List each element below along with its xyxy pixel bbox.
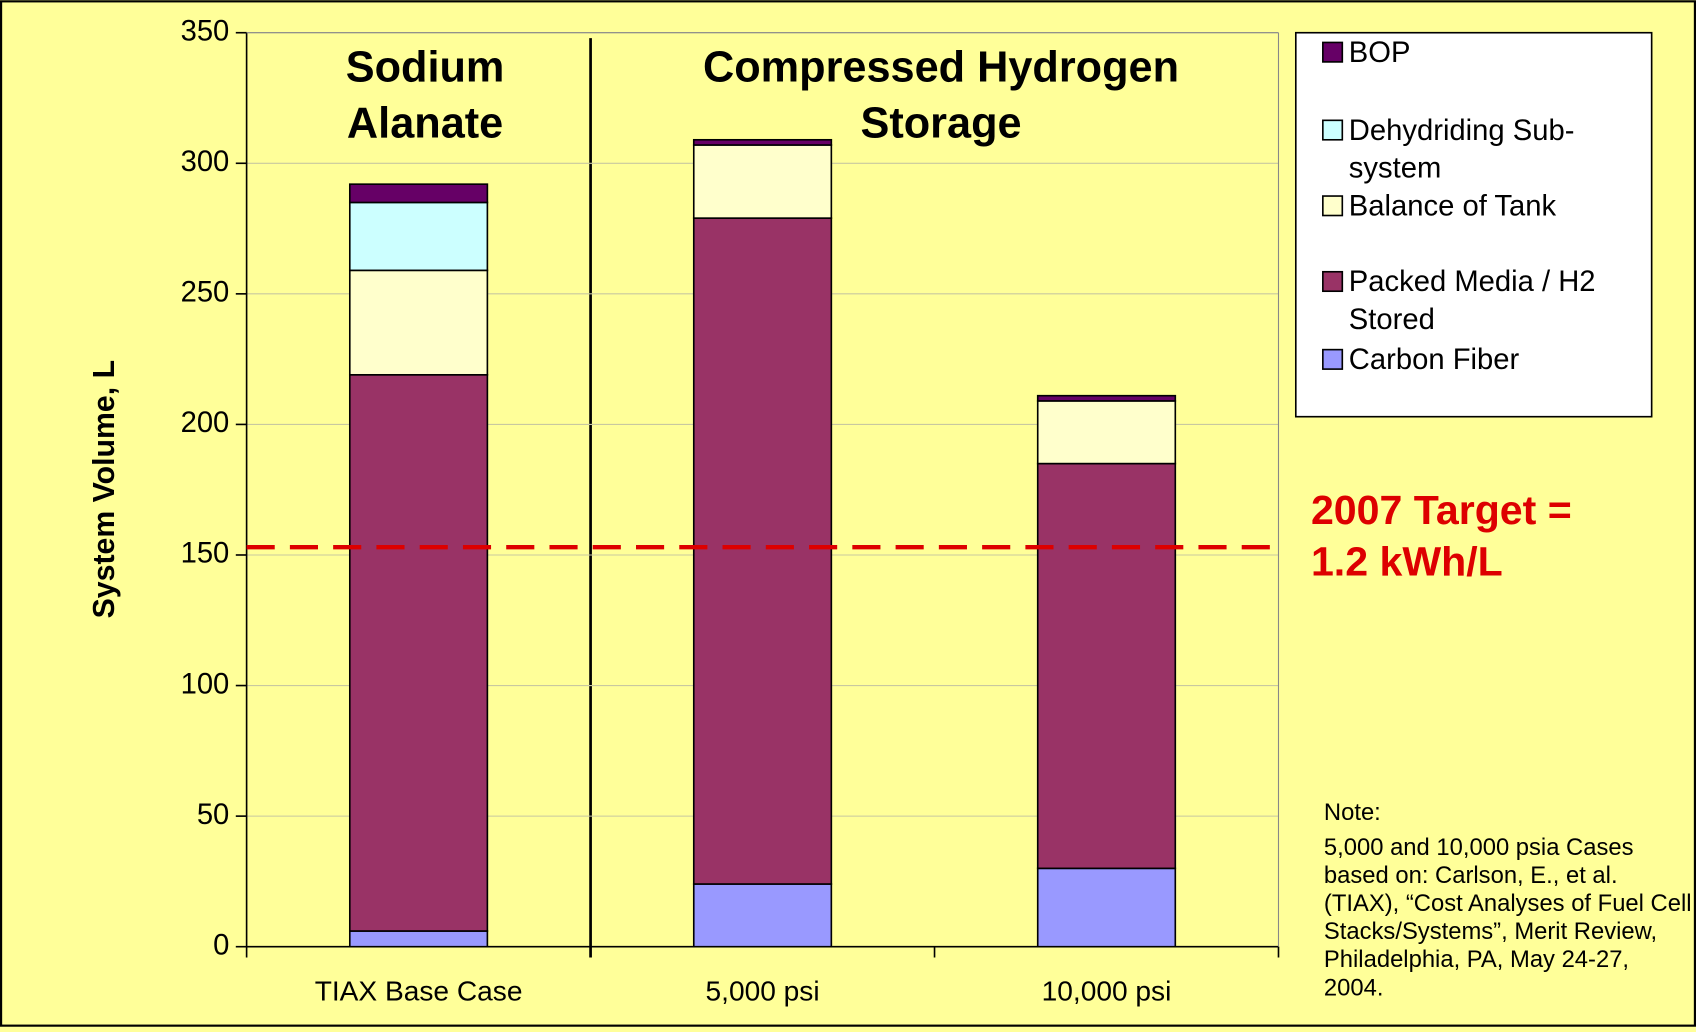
legend-label: Dehydriding Sub-system	[1348, 113, 1575, 185]
x-tick-label: 10,000 psi	[1042, 976, 1172, 1007]
y-axis-label: System Volume, L	[88, 360, 121, 618]
y-tick-label: 50	[197, 799, 229, 831]
bar-segment	[692, 217, 833, 885]
legend-label-box: BOP	[1348, 35, 1411, 69]
bar-segment	[692, 138, 833, 146]
legend-label-box: Carbon Fiber	[1348, 343, 1520, 376]
group-label-box: Sodium Alanate	[345, 43, 505, 148]
bar-segment	[348, 269, 489, 376]
bar-segment	[692, 883, 833, 948]
legend-label: Carbon Fiber	[1348, 343, 1520, 376]
group-label: Sodium Alanate	[345, 43, 505, 148]
x-tick-label: 5,000 psi	[706, 976, 820, 1007]
legend-swatch	[1322, 348, 1344, 370]
bar-segment	[1036, 867, 1177, 948]
note-text-box: 5,000 and 10,000 psia Cases based on: Ca…	[1323, 833, 1692, 1001]
y-tick-label: 0	[213, 929, 229, 961]
legend-swatch	[1322, 41, 1344, 63]
x-tick-label: TIAX Base Case	[315, 976, 523, 1007]
y-tick-label: 200	[181, 407, 230, 439]
bar-segment	[348, 201, 489, 272]
y-tick-label: 300	[181, 146, 230, 178]
bar-segment	[348, 930, 489, 948]
y-tick-label: 350	[181, 15, 230, 47]
legend-label: Balance of Tank	[1348, 189, 1557, 222]
legend-swatch	[1322, 195, 1344, 217]
y-tick-label: 150	[181, 538, 230, 570]
legend-label: BOP	[1348, 35, 1411, 69]
target-label-box: 2007 Target = 1.2 kWh/L	[1310, 488, 1572, 586]
legend-swatch	[1322, 270, 1344, 293]
bar-segment	[348, 373, 489, 932]
bar-segment	[692, 144, 833, 219]
legend-label-box: Dehydriding Sub-system	[1348, 113, 1575, 185]
note-text: 5,000 and 10,000 psia Cases based on: Ca…	[1323, 833, 1692, 1001]
bar-segment	[348, 183, 489, 204]
y-tick-label: 100	[181, 668, 230, 700]
legend-swatch	[1322, 119, 1344, 141]
legend-label-box: Packed Media / H2 Stored	[1348, 265, 1596, 336]
bar-segment	[1036, 400, 1177, 465]
group-label: Compressed Hydrogen Storage	[702, 43, 1180, 148]
target-label: 2007 Target = 1.2 kWh/L	[1310, 488, 1572, 586]
note-title-box: Note:	[1323, 798, 1381, 826]
group-label-box: Compressed Hydrogen Storage	[702, 43, 1180, 148]
legend-label: Packed Media / H2 Stored	[1348, 265, 1596, 336]
legend-label-box: Balance of Tank	[1348, 189, 1557, 222]
bar-segment	[1036, 462, 1177, 870]
legend-frame	[1294, 31, 1653, 418]
y-tick-label: 250	[181, 277, 230, 309]
note-title: Note:	[1323, 798, 1381, 826]
bar-segment	[1036, 394, 1177, 402]
